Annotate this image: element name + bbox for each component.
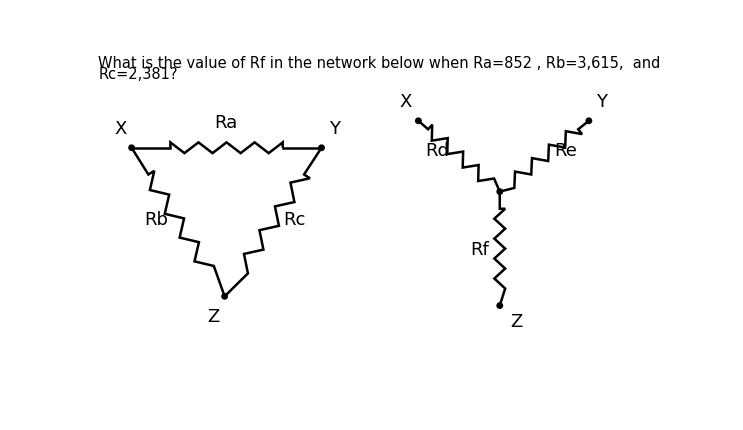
- Text: Re: Re: [554, 142, 577, 160]
- Circle shape: [586, 119, 591, 124]
- Circle shape: [415, 119, 421, 124]
- Circle shape: [497, 303, 502, 309]
- Text: Z: Z: [510, 312, 523, 330]
- Text: What is the value of Rf in the network below when Ra=852 , Rb=3,615,  and: What is the value of Rf in the network b…: [98, 56, 661, 71]
- Text: Rc=2,381?: Rc=2,381?: [98, 67, 178, 82]
- Text: Rb: Rb: [144, 210, 169, 228]
- Text: Z: Z: [207, 307, 220, 326]
- Text: X: X: [400, 93, 412, 111]
- Text: Y: Y: [596, 93, 607, 111]
- Text: Rc: Rc: [283, 210, 305, 228]
- Text: Ra: Ra: [215, 114, 238, 132]
- Circle shape: [319, 146, 324, 151]
- Text: Rd: Rd: [425, 142, 449, 160]
- Circle shape: [129, 146, 134, 151]
- Circle shape: [222, 294, 227, 299]
- Circle shape: [497, 190, 502, 195]
- Text: Y: Y: [329, 120, 340, 138]
- Text: Rf: Rf: [470, 240, 489, 258]
- Text: X: X: [114, 120, 127, 138]
